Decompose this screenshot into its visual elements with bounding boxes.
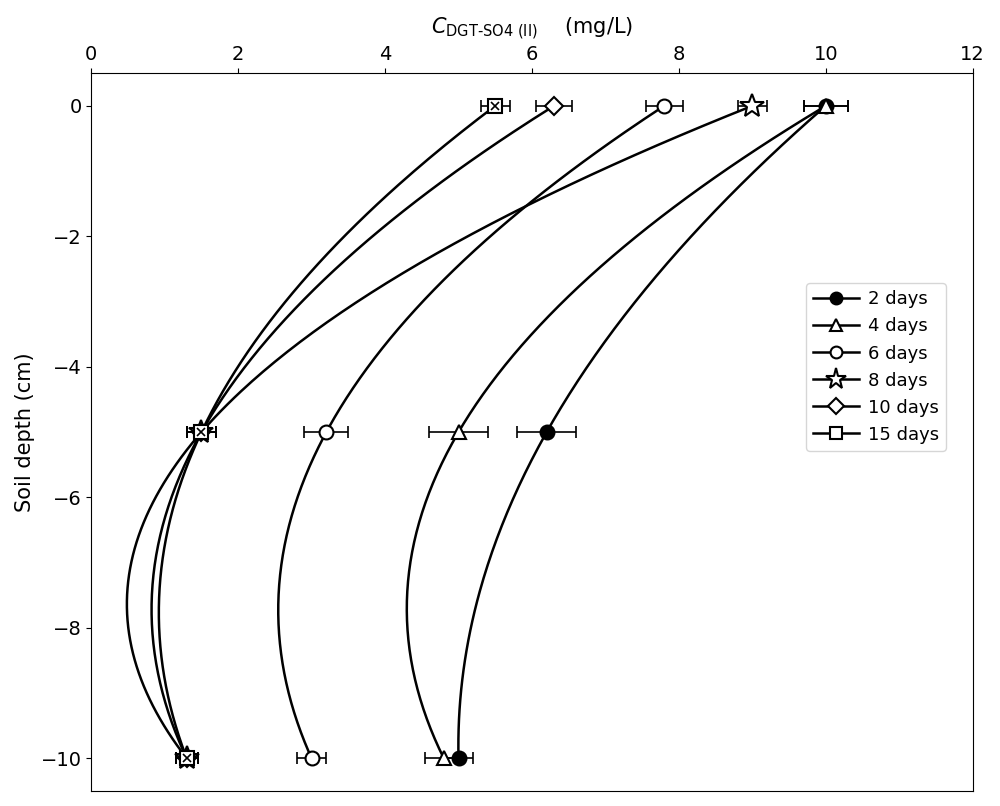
Y-axis label: Soil depth (cm): Soil depth (cm) <box>15 352 35 512</box>
Legend: 2 days, 4 days, 6 days, 8 days, 10 days, 15 days: 2 days, 4 days, 6 days, 8 days, 10 days,… <box>806 283 946 451</box>
X-axis label: $\mathit{C}_{\mathrm{DGT\text{-}SO4\ (II)}}$    (mg/L): $\mathit{C}_{\mathrm{DGT\text{-}SO4\ (II… <box>431 15 633 41</box>
